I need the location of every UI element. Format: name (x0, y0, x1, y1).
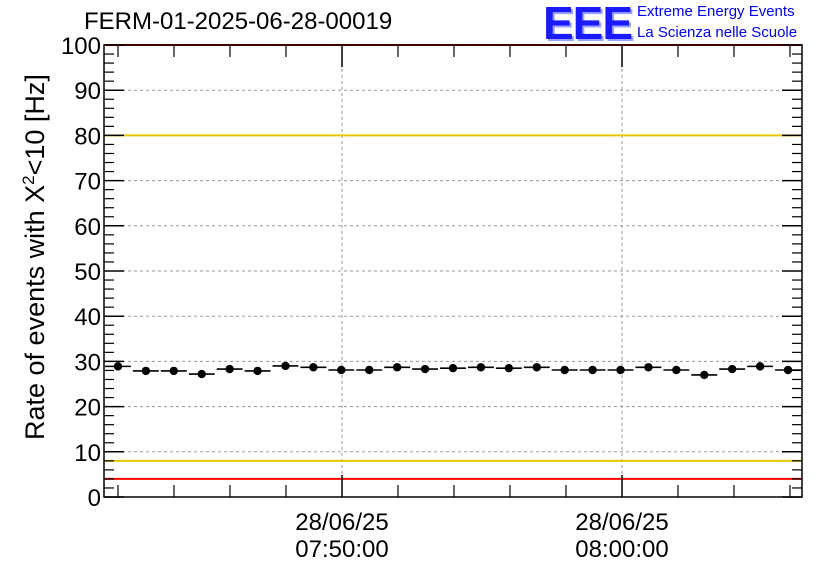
data-point (225, 364, 234, 374)
data-point (253, 366, 262, 376)
y-tick-label: 100 (61, 33, 101, 60)
data-point (309, 363, 318, 372)
y-tick-label: 30 (74, 349, 101, 376)
grid-lines (104, 45, 802, 497)
data-point (337, 365, 346, 375)
y-tick-label: 70 (74, 169, 101, 196)
chart-title: FERM-01-2025-06-28-00019 (84, 8, 393, 35)
y-axis-label-main: Rate of events with X (20, 184, 50, 440)
data-point (197, 369, 206, 379)
data-point (588, 365, 597, 375)
x-tick-time-label: 07:50:00 (295, 536, 388, 563)
data-point (448, 363, 458, 373)
y-tick-labels: 0 10 20 30 40 50 60 70 80 90 100 (61, 33, 101, 512)
y-axis-label-tail: <10 [Hz] (20, 74, 50, 176)
data-points (105, 361, 801, 380)
data-point (700, 370, 709, 380)
data-point (420, 364, 430, 374)
data-point (169, 366, 178, 376)
y-tick-label: 20 (74, 395, 101, 422)
data-point (755, 362, 765, 371)
y-tick-label: 0 (88, 485, 101, 512)
data-point (672, 365, 681, 375)
data-point (281, 361, 290, 371)
data-point (532, 363, 541, 372)
data-point (616, 365, 625, 375)
x-tick-date-label: 28/06/25 (295, 509, 388, 536)
data-point (476, 363, 486, 372)
data-point (783, 365, 793, 375)
data-point (365, 365, 374, 375)
eee-logo: EEE Extreme Energy Events La Scienza nel… (543, 0, 833, 49)
y-tick-label: 40 (74, 304, 101, 331)
eee-logo-mark: EEE (543, 0, 633, 49)
data-point (560, 365, 569, 375)
data-point (728, 364, 737, 374)
data-point (504, 363, 514, 373)
y-axis-label: Rate of events with X2<10 [Hz] (19, 74, 51, 440)
logo-line-1: Extreme Energy Events (637, 3, 795, 20)
data-point (644, 363, 653, 372)
y-tick-label: 80 (74, 123, 101, 150)
data-point (113, 362, 123, 371)
data-point (392, 363, 402, 372)
plot-frame (103, 44, 803, 498)
logo-line-2: La Scienza nelle Scuole (637, 24, 798, 41)
x-tick-date-label: 28/06/25 (575, 509, 668, 536)
threshold-lines (104, 44, 802, 480)
data-point (141, 366, 151, 376)
y-tick-label: 50 (74, 259, 101, 286)
y-tick-label: 60 (74, 214, 101, 241)
y-axis-label-superscript: 2 (19, 175, 38, 185)
y-tick-label: 90 (74, 78, 101, 105)
x-tick-time-label: 08:00:00 (575, 536, 668, 563)
y-tick-label: 10 (74, 440, 101, 467)
